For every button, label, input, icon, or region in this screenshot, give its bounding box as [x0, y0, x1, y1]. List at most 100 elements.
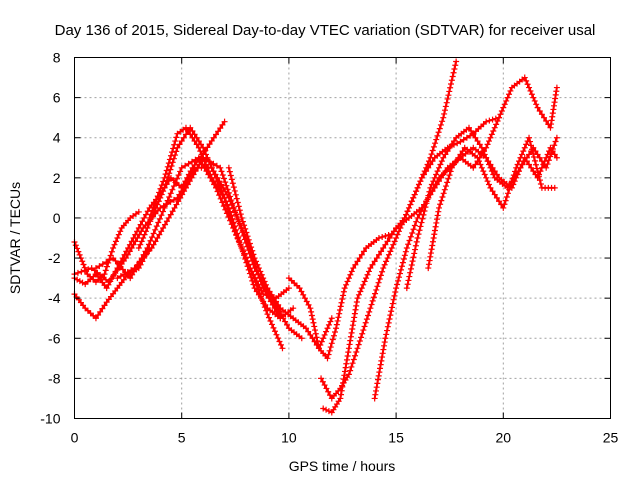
data-point-marker — [285, 285, 292, 292]
data-point-marker — [206, 141, 213, 148]
data-point-marker — [358, 334, 365, 341]
data-point-marker — [356, 338, 363, 345]
data-point-marker — [528, 146, 535, 153]
data-point-marker — [340, 376, 347, 383]
data-point-marker — [244, 233, 251, 240]
data-point-marker — [365, 268, 372, 275]
data-point-marker — [553, 84, 560, 91]
data-point-marker — [506, 91, 513, 98]
data-point-marker — [99, 305, 106, 312]
data-point-marker — [161, 184, 168, 191]
data-point-marker — [446, 144, 453, 151]
data-point-marker — [327, 318, 334, 325]
data-point-marker — [152, 226, 159, 233]
data-point-marker — [488, 131, 495, 138]
y-tick-label: -6 — [48, 330, 61, 346]
data-point-marker — [237, 241, 244, 248]
data-point-marker — [255, 265, 262, 272]
data-point-marker — [229, 220, 236, 227]
data-point-marker — [411, 222, 418, 229]
data-point-marker — [381, 261, 388, 268]
data-point-marker — [139, 218, 146, 225]
data-point-marker — [328, 315, 335, 322]
data-point-marker — [258, 287, 265, 294]
data-point-marker — [147, 211, 154, 218]
y-tick-label: -10 — [40, 411, 60, 427]
data-point-marker — [107, 276, 114, 283]
data-point-marker — [194, 164, 201, 171]
data-point-marker — [513, 164, 520, 171]
data-point-marker — [160, 178, 167, 185]
data-point-marker — [443, 99, 450, 106]
data-point-marker — [417, 223, 424, 230]
data-point-marker — [434, 212, 441, 219]
data-point-marker — [380, 346, 387, 353]
data-point-marker — [233, 231, 240, 238]
data-point-marker — [459, 148, 466, 155]
data-point-marker — [508, 179, 515, 186]
data-point-marker — [386, 235, 393, 241]
data-point-marker — [414, 214, 421, 221]
data-point-marker — [218, 168, 225, 175]
data-point-marker — [486, 181, 493, 188]
data-point-marker — [103, 259, 110, 266]
data-point-marker — [232, 227, 239, 234]
data-point-marker — [340, 292, 347, 299]
series-line — [94, 156, 284, 350]
data-point-marker — [325, 388, 332, 395]
data-point-marker — [350, 318, 357, 325]
data-point-marker — [494, 118, 501, 125]
data-point-marker — [429, 238, 436, 245]
data-point-marker — [367, 305, 374, 312]
x-tick-label: 10 — [281, 430, 297, 446]
data-point-marker — [543, 164, 550, 171]
data-point-marker — [448, 77, 455, 84]
data-point-marker — [245, 236, 252, 243]
data-point-marker — [444, 179, 451, 186]
data-point-marker — [112, 238, 119, 245]
data-point-marker — [389, 300, 396, 307]
data-point-marker — [135, 245, 142, 252]
data-point-marker — [330, 332, 337, 339]
data-point-marker — [158, 228, 165, 235]
x-axis: 0 5 10 15 20 25 — [71, 57, 618, 446]
data-point-marker — [433, 136, 440, 143]
data-point-marker — [408, 198, 415, 205]
x-tick-label: 0 — [71, 430, 79, 446]
data-point-marker — [521, 144, 528, 151]
data-point-marker — [173, 201, 180, 208]
data-point-marker — [413, 188, 420, 195]
data-point-marker — [359, 330, 366, 337]
data-point-marker — [321, 382, 328, 389]
data-point-marker — [511, 168, 518, 175]
data-point-marker — [150, 204, 157, 211]
data-point-marker — [489, 116, 496, 123]
data-point-marker — [92, 279, 99, 286]
data-point-marker — [314, 338, 321, 345]
data-point-marker — [393, 235, 400, 241]
data-point-marker — [391, 238, 398, 245]
data-point-marker — [182, 124, 189, 131]
data-point-marker — [219, 121, 226, 128]
data-point-marker — [437, 161, 444, 168]
data-point-marker — [103, 285, 110, 292]
data-point-marker — [261, 278, 268, 285]
data-point-marker — [383, 331, 390, 338]
data-point-marker — [72, 242, 79, 249]
data-point-marker — [238, 245, 245, 252]
data-point-marker — [433, 216, 440, 223]
data-point-marker — [147, 237, 154, 244]
data-point-marker — [356, 255, 363, 262]
data-point-marker — [124, 251, 131, 258]
data-point-marker — [156, 215, 163, 222]
data-point-marker — [366, 308, 373, 315]
data-point-marker — [213, 131, 220, 138]
data-point-marker — [195, 144, 202, 151]
data-point-marker — [326, 392, 333, 399]
data-point-marker — [413, 238, 420, 245]
data-point-marker — [430, 178, 437, 185]
data-point-marker — [255, 291, 262, 298]
data-point-marker — [227, 193, 234, 200]
data-point-marker — [413, 218, 420, 225]
data-point-marker — [441, 186, 448, 193]
